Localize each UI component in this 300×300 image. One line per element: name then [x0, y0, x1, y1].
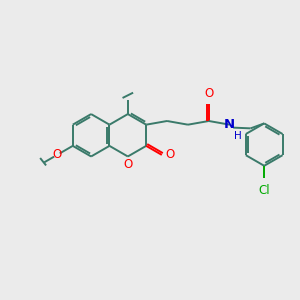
Text: O: O [123, 158, 133, 171]
Text: O: O [204, 87, 213, 100]
Text: Cl: Cl [258, 184, 270, 196]
Text: O: O [52, 148, 62, 161]
Text: H: H [234, 131, 242, 141]
Text: O: O [165, 148, 175, 161]
Text: N: N [224, 118, 235, 131]
